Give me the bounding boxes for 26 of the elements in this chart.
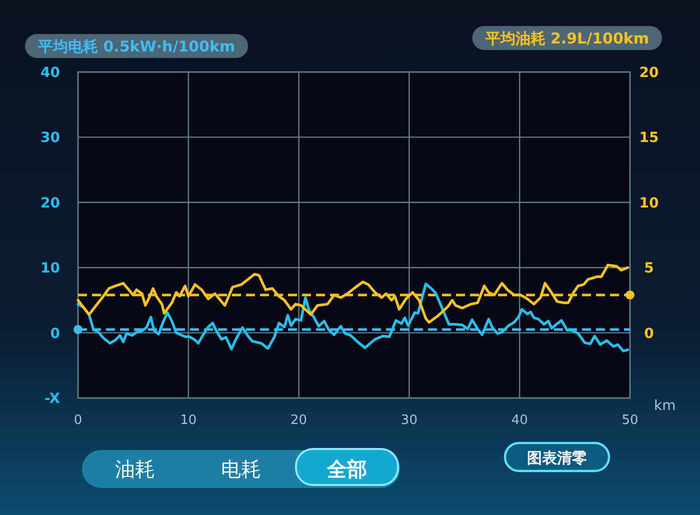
x-tick-label: 20 xyxy=(290,413,308,428)
x-axis-title: km xyxy=(654,398,676,414)
button: 图表清零 xyxy=(504,442,610,472)
y2-tick-label: 15 xyxy=(639,130,659,146)
y-tick-label: 30 xyxy=(40,130,60,146)
mode-option: 全部 xyxy=(295,448,399,486)
y2-tick-label: 0 xyxy=(644,326,654,342)
x-tick-label: 40 xyxy=(511,413,528,428)
y-tick-label: 10 xyxy=(40,260,60,277)
y2-tick-label: 5 xyxy=(644,260,654,277)
y-tick-label: -X xyxy=(44,391,60,407)
ref-line-label: 平均电耗 0.5kW·h/100km xyxy=(37,38,236,56)
y2-tick-label: 10 xyxy=(639,195,659,212)
x-tick-label: 50 xyxy=(622,413,638,428)
x-tick-label: 0 xyxy=(74,413,82,428)
ref-line-label: 平均油耗 2.9L/100km xyxy=(484,30,649,48)
x-tick-label: 10 xyxy=(180,413,197,428)
y-tick-label: 20 xyxy=(40,195,60,212)
y-tick-label: 40 xyxy=(40,65,60,81)
x-tick-label: 30 xyxy=(400,413,418,428)
ref-line-label: 平均电耗 0.5kW·h/100km xyxy=(25,34,248,58)
mode-option: 电耗 xyxy=(221,457,261,481)
y-tick-label: 0 xyxy=(50,326,60,342)
ref-line-label: 平均油耗 2.9L/100km xyxy=(472,26,662,50)
y2-tick-label: 20 xyxy=(639,65,659,81)
mode-option: 油耗 xyxy=(115,457,155,481)
